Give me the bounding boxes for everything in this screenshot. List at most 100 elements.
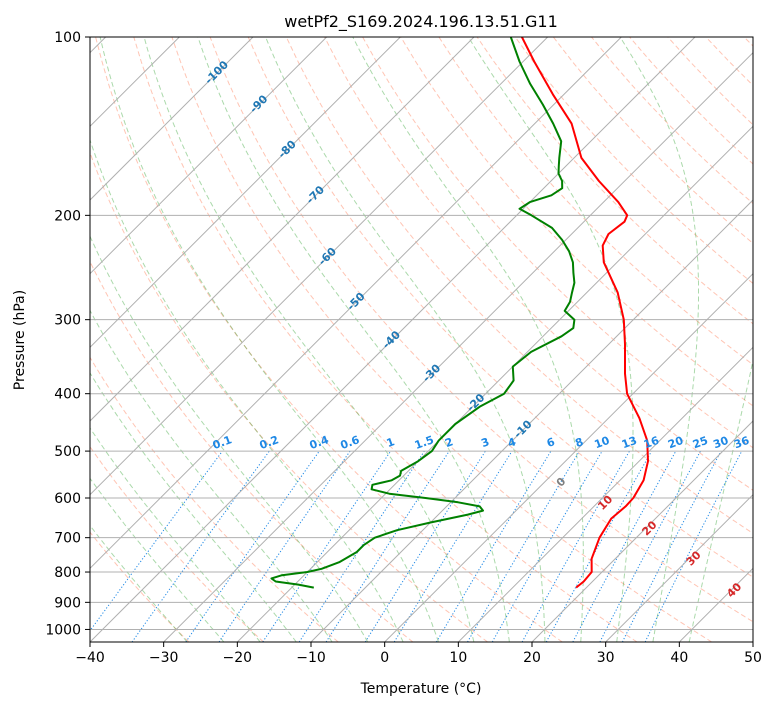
dry-adiabat: [400, 37, 753, 407]
y-tick-label: 300: [54, 313, 81, 329]
y-tick-label: 400: [54, 387, 81, 403]
moist-adiabat: [688, 358, 753, 642]
isotherm-gridline: [90, 37, 622, 570]
isotherm-gridline: [457, 346, 753, 642]
mixing-ratio-label: 0.1: [211, 433, 234, 452]
dry-adiabat: [705, 37, 753, 87]
moist-adiabat: [619, 37, 699, 642]
dry-adiabat: [324, 37, 753, 491]
x-tick-label: 50: [744, 650, 762, 666]
mixing-ratio-label: 25: [691, 434, 710, 451]
x-tick-label: −10: [296, 650, 326, 666]
mixing-ratio-label: 30: [711, 434, 730, 452]
moist-adiabat-label: 30: [684, 548, 704, 568]
dry-adiabat: [514, 37, 753, 285]
moist-adiabat: [467, 37, 634, 642]
mixing-ratio-line: [521, 450, 630, 642]
moist-adiabat-label: 0: [554, 475, 569, 490]
isotherm-gridline: [90, 37, 549, 496]
x-tick-label: −20: [223, 650, 253, 666]
y-tick-label: 200: [54, 208, 81, 224]
dry-adiabat: [90, 260, 414, 642]
moist-adiabat-label: 10: [595, 493, 615, 513]
mixing-ratio-line: [467, 450, 580, 642]
x-tick-label: −40: [75, 650, 105, 666]
mixing-ratio-label: 36: [732, 434, 751, 452]
isotherm-gridline: [90, 37, 696, 642]
y-axis-label: Pressure (hPa): [12, 290, 28, 390]
y-tick-label: 100: [54, 30, 81, 46]
dry-adiabat: [90, 445, 264, 642]
x-tick-label: 30: [597, 650, 615, 666]
mixing-ratio-label: 4: [506, 435, 518, 450]
mixing-ratio-label: 3: [479, 435, 491, 450]
mixing-ratio-line: [393, 450, 513, 642]
moist-adiabat: [90, 371, 297, 642]
y-tick-label: 900: [54, 595, 81, 611]
isotherm-gridline: [90, 37, 254, 201]
mixing-ratio-label: 0.4: [308, 433, 331, 452]
moist-adiabat: [90, 427, 261, 642]
mixing-ratio-label: 13: [620, 434, 639, 451]
mixing-ratio-line: [90, 450, 223, 632]
dry-adiabat: [90, 531, 190, 642]
mixing-ratio-label: 0.6: [339, 433, 362, 452]
moist-adiabat: [99, 37, 439, 642]
mixing-ratio-line: [599, 450, 701, 642]
isotherm-gridline: [531, 420, 753, 642]
mixing-ratio-label: 1.5: [413, 433, 436, 452]
mixing-ratio-label: 6: [545, 435, 557, 450]
y-tick-label: 500: [54, 444, 81, 460]
dry-adiabat: [90, 356, 339, 642]
moist-adiabat: [90, 477, 225, 642]
dry-adiabat: [90, 151, 488, 642]
dry-adiabat: [247, 37, 753, 578]
temperature-profile-line: [521, 37, 649, 589]
moist-adiabat: [90, 235, 369, 642]
dry-adiabat: [209, 37, 753, 623]
mixing-ratio-line: [262, 450, 392, 642]
dry-adiabat: [552, 37, 753, 244]
isotherm-gridline: [163, 51, 753, 642]
isotherm-gridline: [236, 125, 753, 642]
mixing-ratio-label: 0.2: [258, 433, 281, 452]
moist-adiabat-label: 40: [724, 580, 744, 600]
isotherm-gridline: [605, 493, 753, 642]
x-tick-label: 0: [380, 650, 389, 666]
plot-frame: [89, 36, 754, 643]
mixing-ratio-label: 1: [385, 435, 397, 450]
moist-adiabat: [90, 309, 333, 642]
x-tick-label: 20: [523, 650, 541, 666]
y-tick-label: 800: [54, 565, 81, 581]
mixing-ratio-label: 2: [443, 435, 455, 450]
dry-adiabat: [476, 37, 753, 325]
profile-series: [270, 37, 649, 589]
y-tick-label: 1000: [45, 622, 81, 638]
moist-adiabat-label: 20: [640, 518, 660, 538]
mixing-ratio-label: 10: [593, 434, 612, 452]
mixing-ratio-line: [131, 450, 270, 642]
dry-adiabat: [743, 37, 753, 47]
x-axis-label: Temperature (°C): [360, 681, 482, 697]
moist-adiabat: [197, 37, 510, 642]
dry-adiabat: [133, 37, 638, 642]
dry-adiabat: [667, 37, 753, 126]
x-tick-label: 40: [670, 650, 688, 666]
y-tick-label: 700: [54, 531, 81, 547]
mixing-ratio-line: [435, 450, 552, 642]
x-tick-label: 10: [449, 650, 467, 666]
isotherm-gridline: [90, 37, 475, 422]
dry-adiabat: [591, 37, 753, 205]
moist-adiabat: [90, 524, 188, 642]
background-lines: [90, 37, 753, 642]
isotherm-gridline: [90, 37, 401, 349]
isotherm-gridline: [310, 199, 753, 642]
mixing-ratio-line: [218, 450, 351, 642]
mixing-ratio-label: 16: [642, 434, 661, 452]
y-tick-label: 600: [54, 491, 81, 507]
moist-adiabat: [352, 37, 584, 642]
mixing-ratio-line: [545, 450, 653, 642]
moist-adiabat: [90, 138, 404, 642]
chart-title: wetPf2_S169.2024.196.13.51.G11: [284, 12, 558, 32]
